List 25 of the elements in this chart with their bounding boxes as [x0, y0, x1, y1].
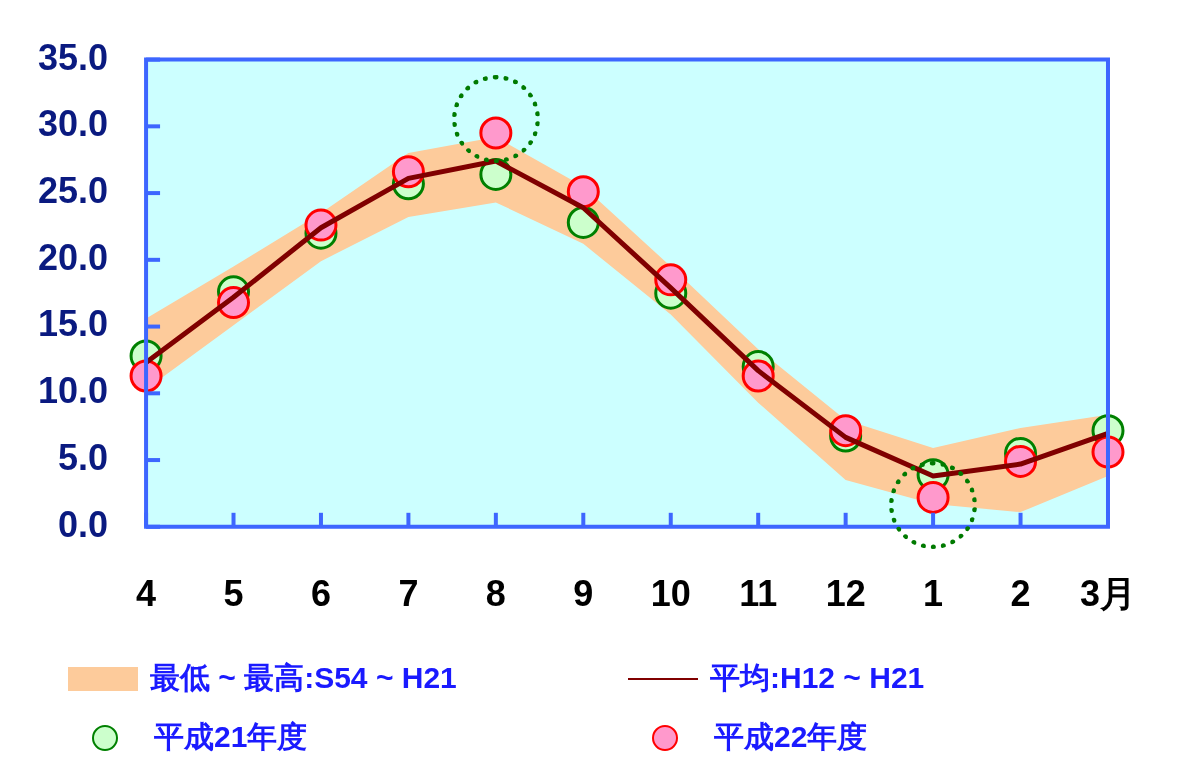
y-tick-label: 15.0	[37, 303, 109, 345]
x-tick-label: 4	[136, 573, 157, 615]
y-tick-label: 25.0	[37, 170, 109, 212]
x-tick-label: 6	[310, 573, 331, 615]
x-tick-label: 9	[573, 573, 594, 615]
y-tick-label: 5.0	[58, 436, 109, 478]
x-tick-label: 3月	[1079, 573, 1136, 615]
x-tick-label: 10	[650, 573, 691, 615]
x-tick-label: 5	[223, 573, 244, 615]
x-tick-label: 11	[739, 573, 778, 615]
y-tick-label: 20.0	[37, 236, 109, 278]
y-tick-label: 10.0	[37, 370, 109, 412]
x-tick-label: 12	[825, 573, 866, 615]
y-tick-label: 30.0	[37, 103, 109, 145]
x-tick-label: 8	[485, 573, 506, 615]
point	[566, 175, 600, 209]
x-tick-label: 1	[923, 573, 944, 615]
y-tick-label: 35.0	[37, 36, 109, 78]
x-tick-label: 7	[398, 573, 419, 615]
legend-label: 平成21年度	[154, 719, 308, 755]
x-tick-label: 2	[1010, 573, 1031, 615]
legend-label: 平均:H12 ~ H21	[710, 660, 925, 696]
y-tick-label: 0.0	[58, 503, 109, 545]
legend-label: 平成22年度	[714, 719, 868, 755]
text: 最低 ~ 最高:S54 ~ H21	[150, 660, 457, 696]
